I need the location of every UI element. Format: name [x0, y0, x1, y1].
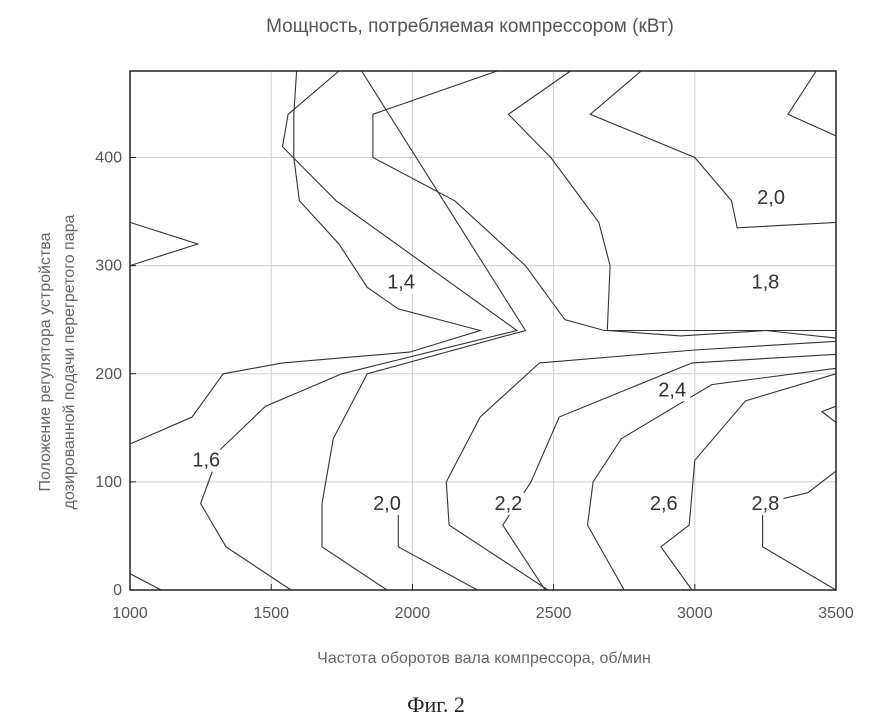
contour-line-10	[446, 341, 836, 590]
x-tick-label-1: 1500	[253, 605, 289, 622]
y-tick-label-2: 200	[95, 366, 122, 383]
figure-caption: Фиг. 2	[407, 692, 465, 717]
contour-label-1: 1,4	[387, 271, 415, 293]
contour-line-6	[590, 71, 836, 228]
contour-line-12	[588, 368, 837, 590]
y-tick-label-0: 0	[113, 582, 122, 599]
x-tick-label-4: 3000	[677, 605, 713, 622]
x-tick-label-3: 2500	[536, 605, 572, 622]
contour-label-2: 1,8	[751, 271, 779, 293]
contour-line-3	[201, 71, 517, 590]
contour-label-8: 2,8	[751, 493, 779, 515]
contour-label-0: 2,0	[757, 187, 785, 209]
y-tick-label-3: 300	[95, 258, 122, 275]
y-tick-label-4: 400	[95, 150, 122, 167]
contour-line-1	[130, 71, 480, 444]
contour-labels: 2,0 1,4 1,8 2,4 1,6 2,0 2,2 2,6 2,8	[188, 187, 789, 515]
y-tick-label-1: 100	[95, 474, 122, 491]
x-tick-label-0: 1000	[112, 605, 148, 622]
x-tick-label-5: 3500	[818, 605, 854, 622]
contour-line-7	[788, 71, 836, 136]
contour-line-0	[130, 222, 198, 265]
y-axis-label-line-2: дозированной подачи перегретого пара	[61, 215, 78, 510]
contour-label-7: 2,6	[650, 493, 678, 515]
contour-lines	[130, 71, 836, 590]
chart-title: Мощность, потребляемая компрессором (кВт…	[266, 16, 674, 37]
contour-label-4: 1,6	[192, 450, 220, 472]
contour-label-5: 2,0	[373, 493, 401, 515]
contour-line-9	[398, 504, 477, 591]
x-tick-label-2: 2000	[395, 605, 431, 622]
contour-label-3: 2,4	[658, 379, 686, 401]
contour-line-15	[763, 471, 836, 590]
contour-label-6: 2,2	[495, 493, 523, 515]
x-axis-label: Частота оборотов вала компрессора, об/ми…	[317, 650, 651, 667]
y-axis-label-line-1: Положение регулятора устройства	[37, 232, 54, 491]
contour-line-2	[130, 574, 161, 590]
contour-line-14	[822, 406, 836, 422]
